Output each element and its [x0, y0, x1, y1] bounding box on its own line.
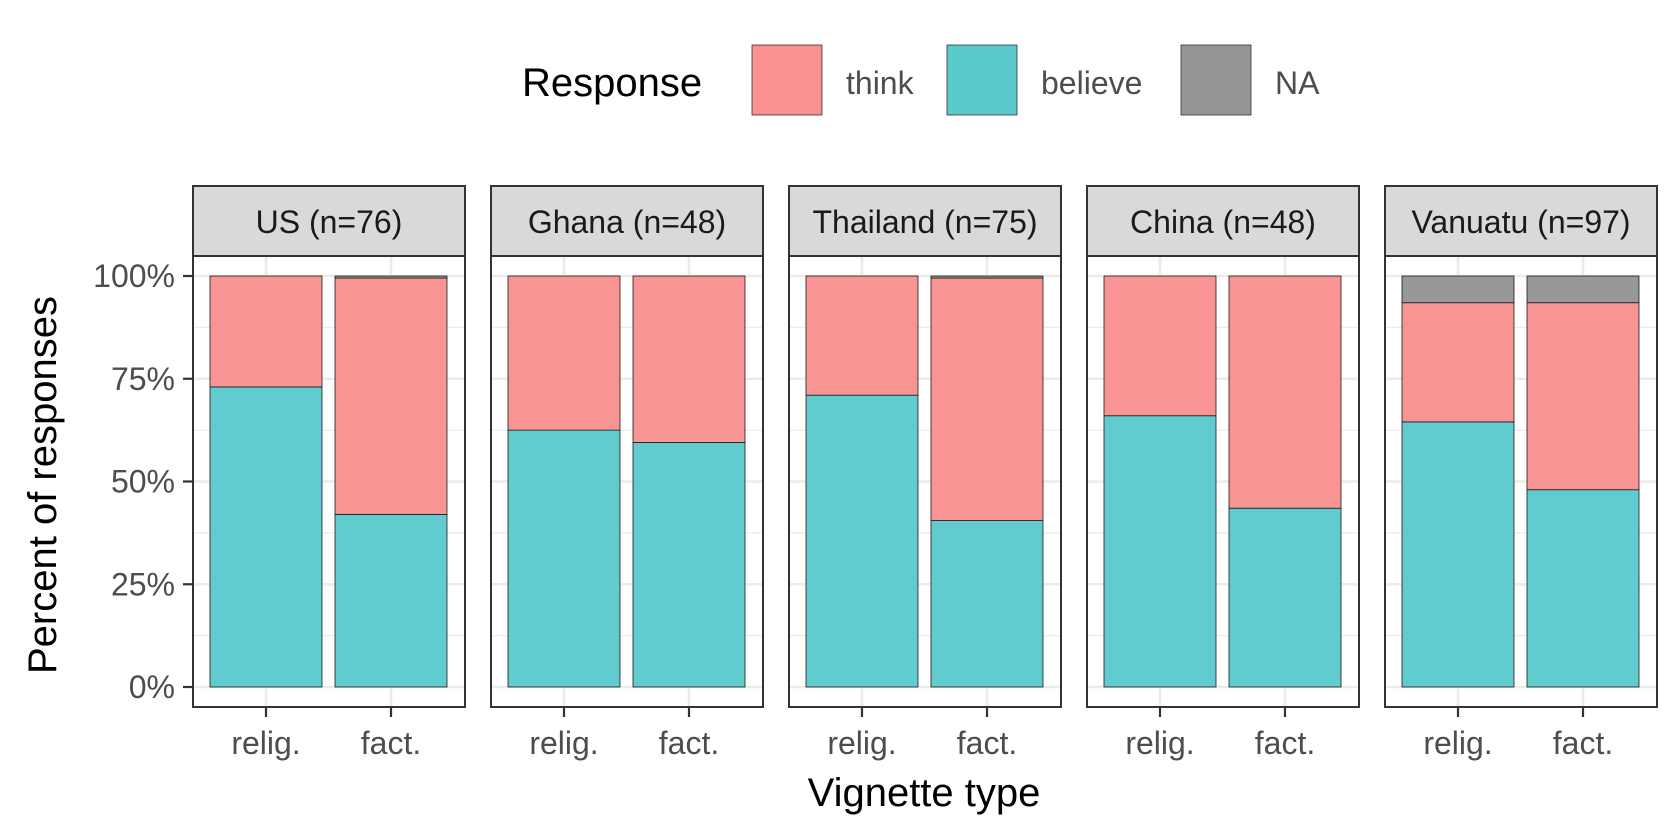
- facet-strip: [490, 185, 764, 257]
- bar-segment-believe: [805, 394, 919, 688]
- x-tick-label: fact.: [361, 725, 421, 761]
- legend-swatch-believe: [946, 44, 1018, 116]
- legend-label-believe: believe: [1041, 65, 1142, 101]
- bar-segment-na: [1526, 275, 1640, 304]
- bar-segment-na: [930, 275, 1044, 279]
- x-tick-label: fact.: [659, 725, 719, 761]
- bar-segment-think: [805, 275, 919, 396]
- facet-panel: Thailand (n=75) relig. fact.: [788, 185, 1062, 761]
- bar-segment-think: [1401, 302, 1515, 423]
- legend: Response think believe NA: [522, 44, 1320, 116]
- bar-segment-think: [507, 275, 621, 431]
- bar-segment-believe: [209, 386, 323, 688]
- facet-strip: [1086, 185, 1360, 257]
- facet-strip-label: Thailand (n=75): [812, 204, 1037, 240]
- facet-strip: [788, 185, 1062, 257]
- bar-segment-think: [209, 275, 323, 388]
- y-tick-label: 100%: [93, 258, 175, 294]
- bar-segment-believe: [1228, 507, 1342, 688]
- facet-strip-label: US (n=76): [256, 204, 403, 240]
- bar-segment-think: [1526, 302, 1640, 491]
- facet-strip: [192, 185, 466, 257]
- facet-panel: US (n=76) relig. fact.: [192, 185, 466, 761]
- facet-strip: [1384, 185, 1658, 257]
- y-tick-label: 0%: [129, 669, 175, 705]
- y-tick-label: 25%: [111, 566, 175, 602]
- facet-strip-label: China (n=48): [1130, 204, 1316, 240]
- legend-title: Response: [522, 61, 702, 105]
- bar-segment-believe: [1401, 421, 1515, 688]
- legend-item-think: think: [751, 44, 915, 116]
- x-tick-label: relig.: [827, 725, 896, 761]
- legend-item-na: NA: [1180, 44, 1320, 116]
- bar-segment-believe: [632, 442, 746, 688]
- bar-segment-think: [632, 275, 746, 443]
- facet-strip-label: Ghana (n=48): [528, 204, 726, 240]
- bar-segment-na: [334, 275, 448, 279]
- bar-segment-believe: [930, 520, 1044, 688]
- x-tick-label: relig.: [1423, 725, 1492, 761]
- facet-strip-label: Vanuatu (n=97): [1411, 204, 1630, 240]
- x-tick-label: fact.: [1255, 725, 1315, 761]
- legend-swatch-na: [1180, 44, 1252, 116]
- bar-segment-believe: [1526, 489, 1640, 688]
- x-tick-label: fact.: [957, 725, 1017, 761]
- x-axis-title: Vignette type: [808, 771, 1041, 815]
- facet-panel: China (n=48) relig. fact.: [1086, 185, 1360, 761]
- bar-segment-believe: [1103, 415, 1217, 688]
- x-tick-label: relig.: [529, 725, 598, 761]
- bar-segment-think: [930, 277, 1044, 521]
- legend-label-na: NA: [1275, 65, 1320, 101]
- x-tick-label: relig.: [231, 725, 300, 761]
- facet-panel: Ghana (n=48) relig. fact.: [490, 185, 764, 761]
- y-axis-title: Percent of responses: [21, 296, 65, 674]
- bar-segment-think: [334, 277, 448, 515]
- x-tick-label: fact.: [1553, 725, 1613, 761]
- legend-swatch-think: [751, 44, 823, 116]
- legend-items: think believe NA: [751, 44, 1320, 116]
- x-tick-label: relig.: [1125, 725, 1194, 761]
- y-tick-label: 50%: [111, 464, 175, 500]
- y-tick-label: 75%: [111, 361, 175, 397]
- bar-segment-think: [1103, 275, 1217, 417]
- bar-segment-believe: [334, 513, 448, 688]
- y-axis: 0% 25% 50% 75% 100%: [93, 258, 193, 705]
- facet-panels: US (n=76) relig. fact. Ghana (n=48) relig. fa…: [192, 185, 1658, 761]
- bar-segment-believe: [507, 429, 621, 688]
- facet-panel: Vanuatu (n=97) relig. fact.: [1384, 185, 1658, 761]
- bar-segment-think: [1228, 275, 1342, 509]
- legend-label-think: think: [846, 65, 915, 101]
- legend-item-believe: believe: [946, 44, 1142, 116]
- bar-segment-na: [1401, 275, 1515, 304]
